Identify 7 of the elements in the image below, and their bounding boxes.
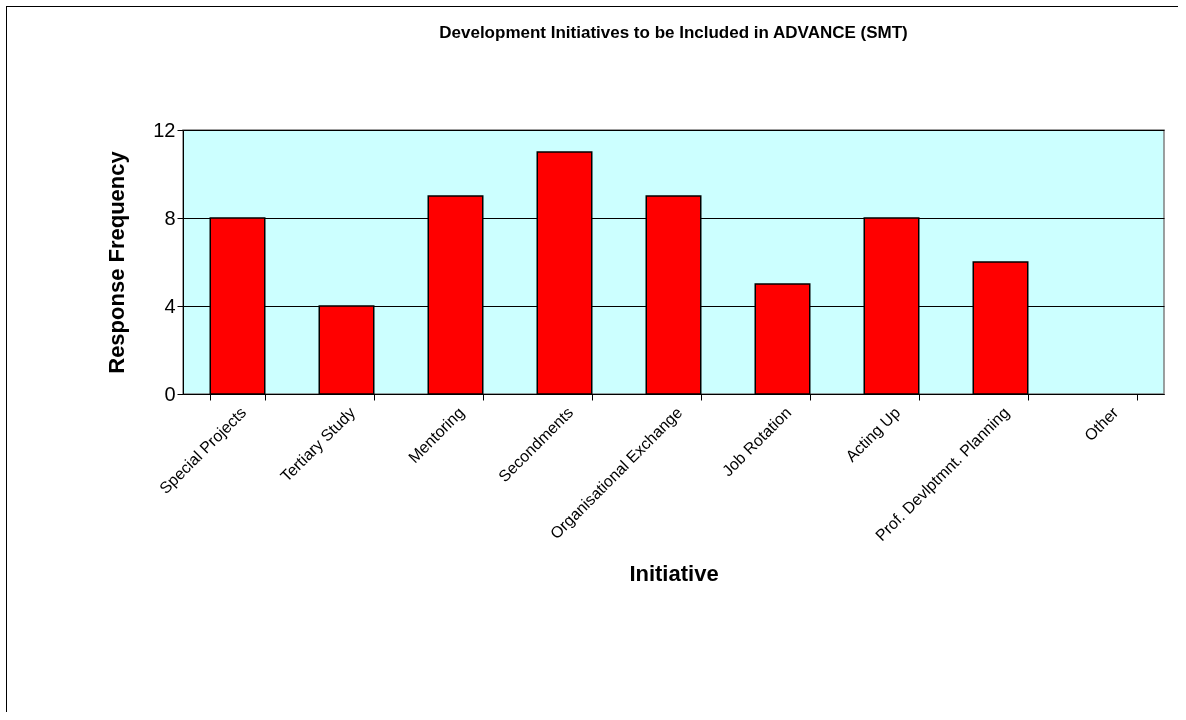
chart-title: Development Initiatives to be Included in ADVANCE (SMT) — [439, 23, 908, 42]
y-tick-label: 12 — [153, 118, 176, 141]
y-axis-title: Response Frequency — [104, 150, 130, 374]
y-tick-label: 8 — [164, 206, 176, 229]
y-tick-label: 0 — [164, 382, 176, 405]
y-tick-label: 4 — [164, 294, 176, 317]
x-axis-title: Initiative — [629, 561, 719, 587]
